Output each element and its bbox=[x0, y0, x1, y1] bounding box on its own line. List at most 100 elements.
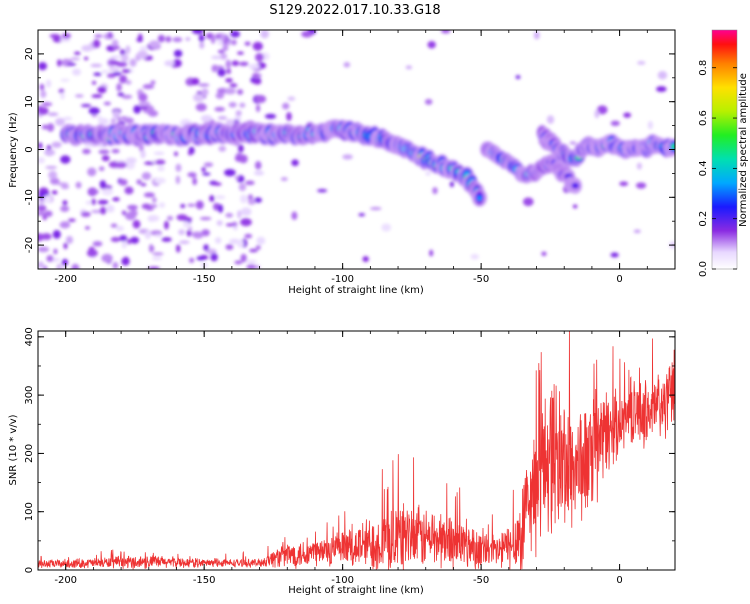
spectrogram-blob bbox=[254, 197, 262, 203]
spectrogram-blob bbox=[81, 45, 93, 52]
spectrogram-blob bbox=[228, 101, 237, 108]
spectrogram-blob bbox=[40, 90, 47, 98]
spectrogram-blob bbox=[238, 183, 247, 192]
spectrogram-blob bbox=[255, 265, 261, 269]
spectrogram-blob bbox=[106, 204, 115, 213]
spectrogram-blob bbox=[255, 52, 264, 62]
spectrogram-blob bbox=[94, 34, 103, 38]
spectrogram-blob bbox=[48, 170, 58, 180]
spectrogram-blob bbox=[217, 39, 223, 46]
spectrogram-blob bbox=[187, 150, 193, 156]
snr-series-line bbox=[38, 331, 675, 570]
spectrogram-blob bbox=[85, 200, 92, 205]
spectrogram-blob bbox=[93, 72, 102, 77]
spectrogram-blob bbox=[594, 109, 600, 119]
spectrogram-blob bbox=[44, 210, 53, 217]
spectrogram-blob bbox=[205, 248, 217, 255]
colorbar-tick-label: 0.6 bbox=[698, 110, 709, 126]
snr-ticks: -200 -150 -100 -50 0 0 100 200 300 400 bbox=[24, 327, 676, 586]
spectrogram-blob bbox=[192, 177, 197, 186]
spectrogram-blob bbox=[116, 83, 122, 92]
snr-x-axis-label: Height of straight line (km) bbox=[288, 585, 424, 596]
spectrogram-blob bbox=[233, 226, 238, 231]
spectrogram-blob bbox=[51, 141, 62, 148]
spectrogram-blob bbox=[175, 163, 182, 172]
spectrogram-blob bbox=[112, 197, 120, 202]
spectrogram-blob bbox=[198, 83, 210, 87]
spectrogram-blob bbox=[121, 69, 131, 74]
spectrogram-blob bbox=[110, 223, 118, 228]
spectrogram-blob bbox=[571, 183, 579, 188]
spectrogram-x-tick-label: -200 bbox=[54, 274, 77, 285]
spectrogram-blob bbox=[164, 220, 169, 230]
spectrogram-blob bbox=[210, 253, 218, 262]
spectrogram-blob bbox=[91, 94, 103, 98]
spectrogram-blob bbox=[656, 86, 667, 93]
spectrogram-blob bbox=[596, 105, 608, 115]
spectrogram-blob bbox=[99, 206, 107, 215]
spectrogram-blob bbox=[215, 33, 221, 39]
spectrogram-blob bbox=[196, 255, 206, 261]
spectrogram-blob bbox=[610, 120, 620, 127]
spectrogram-blob bbox=[179, 240, 190, 245]
spectrogram-blob bbox=[124, 186, 134, 195]
spectrogram-blob bbox=[225, 119, 235, 126]
spectrogram-blob bbox=[546, 115, 555, 124]
spectrogram-blob bbox=[56, 59, 62, 67]
spectrogram-blob bbox=[143, 192, 155, 198]
spectrogram-blob bbox=[217, 116, 228, 120]
spectrogram-x-axis-label: Height of straight line (km) bbox=[288, 285, 424, 296]
spectrogram-blob bbox=[202, 172, 211, 176]
spectrogram-blob bbox=[115, 61, 128, 67]
spectrogram-blob bbox=[151, 256, 163, 261]
spectrogram-blob bbox=[199, 216, 212, 221]
spectrogram-blob bbox=[110, 118, 117, 124]
spectrogram-blob bbox=[636, 162, 642, 170]
spectrogram-blob bbox=[116, 117, 122, 121]
spectrogram-blob bbox=[193, 93, 205, 103]
spectrogram-blob bbox=[195, 103, 207, 112]
spectrogram-blob bbox=[235, 110, 242, 116]
spectrogram-blob bbox=[151, 197, 157, 203]
spectrogram-blob bbox=[82, 148, 91, 155]
spectrogram-blob bbox=[240, 207, 252, 217]
spectrogram-blob bbox=[107, 31, 113, 39]
spectrogram-blob bbox=[140, 182, 147, 187]
spectrogram-blob bbox=[253, 170, 265, 176]
spectrogram-blob bbox=[61, 258, 69, 266]
spectrogram-blob bbox=[244, 233, 253, 239]
spectrogram-blob bbox=[381, 223, 392, 232]
spectrogram-blob bbox=[116, 225, 125, 232]
spectrogram-y-axis-label: Frequency (Hz) bbox=[8, 112, 19, 188]
spectrogram-blob bbox=[231, 39, 237, 46]
spectrogram-blob bbox=[97, 199, 109, 205]
spectrogram-blob bbox=[53, 248, 58, 255]
spectrogram-blob bbox=[172, 37, 183, 43]
spectrogram-blob bbox=[86, 249, 98, 258]
spectrogram-blob bbox=[195, 200, 204, 210]
spectrogram-blob bbox=[358, 213, 366, 217]
spectrogram-blob bbox=[46, 255, 54, 263]
spectrogram-blob bbox=[240, 218, 252, 227]
spectrogram-blob bbox=[47, 112, 59, 116]
spectrogram-x-tick-label: -100 bbox=[331, 274, 354, 285]
spectrogram-blob bbox=[52, 230, 61, 239]
spectrogram-blob bbox=[80, 211, 91, 218]
spectrogram-blob bbox=[140, 149, 146, 159]
spectrogram-blob bbox=[74, 94, 84, 98]
spectrogram-blob bbox=[240, 253, 247, 263]
spectrogram-blob bbox=[187, 203, 196, 207]
spectrogram-blob bbox=[111, 39, 119, 48]
spectrogram-blob bbox=[191, 30, 204, 35]
spectrogram-blob bbox=[198, 34, 205, 42]
spectrogram-blob bbox=[427, 40, 436, 49]
spectrogram-blob bbox=[255, 245, 261, 250]
spectrogram-blob bbox=[210, 34, 216, 44]
spectrogram-blob bbox=[572, 204, 578, 209]
spectrogram-blob bbox=[38, 200, 43, 206]
spectrogram-blob bbox=[38, 204, 47, 212]
spectrogram-blob bbox=[38, 261, 44, 269]
spectrogram-blob bbox=[118, 179, 128, 186]
spectrogram-blob bbox=[141, 172, 152, 180]
